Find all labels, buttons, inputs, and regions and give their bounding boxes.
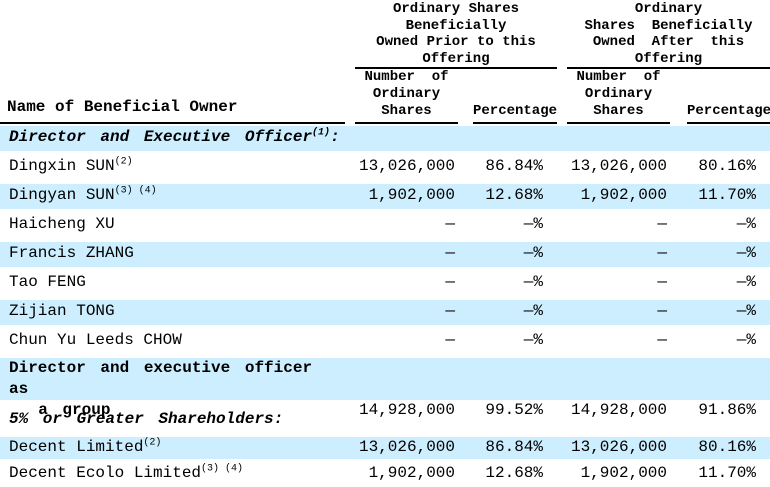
shares-before-value: —: [445, 331, 455, 349]
shares-column-header-after: Number of Ordinary Shares: [567, 69, 670, 124]
table-row: Decent Ecolo Limited(3) (4) 1,902,000 12…: [0, 461, 770, 482]
pct-before-value: —%: [523, 244, 543, 262]
table-row: Dingyan SUN(3) (4) 1,902,000 12.68% 1,90…: [0, 182, 770, 211]
shares-before-value: —: [445, 215, 455, 233]
pct-after-value: [687, 430, 770, 433]
owner-name: Decent Ecolo Limited(3) (4): [9, 463, 244, 482]
shares-before-value: —: [445, 244, 455, 262]
pct-before-value: 12.68%: [485, 186, 543, 204]
shares-after-value: 1,902,000: [580, 186, 667, 204]
table-row: Zijian TONG — —% — —%: [0, 298, 770, 327]
shares-before-value: [355, 430, 458, 433]
pct-after-value: 11.70%: [698, 186, 756, 204]
pct-after-value: 80.16%: [698, 157, 756, 175]
table-row: Director and Executive Officer(1):: [0, 124, 770, 153]
footnote-ref: (2): [114, 156, 133, 168]
pct-after-value: —%: [736, 331, 756, 349]
owner-name: Haicheng XU: [9, 215, 115, 233]
pct-before-value: 99.52%: [485, 401, 543, 419]
shares-before-value: 13,026,000: [358, 157, 455, 175]
table-row: Chun Yu Leeds CHOW — —% — —%: [0, 327, 770, 356]
shares-after-value: —: [657, 244, 667, 262]
pct-after-value: —%: [736, 244, 756, 262]
shares-after-value: —: [657, 273, 667, 291]
pct-before-value: —%: [523, 331, 543, 349]
pct-before-value: 12.68%: [485, 464, 543, 482]
shares-before-value: [355, 148, 458, 151]
shares-before-value: 14,928,000: [358, 401, 455, 419]
group-header-after-offering: Ordinary Shares Beneficially Owned After…: [567, 0, 770, 69]
shares-before-value: —: [445, 302, 455, 320]
shares-column-header-prior: Number of Ordinary Shares: [355, 69, 458, 124]
shares-after-value: 1,902,000: [580, 464, 667, 482]
table-row: 5% or Greater Shareholders:: [0, 402, 770, 435]
pct-before-value: [473, 430, 557, 433]
shares-before-value: 1,902,000: [368, 464, 455, 482]
table-row: Tao FENG — —% — —%: [0, 269, 770, 298]
owner-name: Dingxin SUN(2): [9, 156, 133, 175]
owner-name: Francis ZHANG: [9, 244, 134, 262]
owner-name: Tao FENG: [9, 273, 86, 291]
owner-name: 5% or Greater Shareholders:: [9, 410, 284, 428]
pct-after-value: 91.86%: [698, 401, 756, 419]
pct-after-value: [687, 148, 770, 151]
table-header-groups: Ordinary Shares Beneficially Owned Prior…: [0, 0, 770, 69]
pct-before-value: 86.84%: [485, 157, 543, 175]
table-row: Francis ZHANG — —% — —%: [0, 240, 770, 269]
table-row: Haicheng XU — —% — —%: [0, 211, 770, 240]
shares-after-value: —: [657, 215, 667, 233]
shares-after-value: [567, 148, 670, 151]
footnote-ref: (3) (4): [201, 463, 244, 475]
name-column-header: Name of Beneficial Owner: [0, 69, 345, 124]
table-row: Director and executive officer as a grou…: [0, 356, 770, 419]
percentage-column-header-prior: Percentage: [473, 69, 557, 124]
pct-before-value: —%: [523, 215, 543, 233]
pct-before-value: —%: [523, 273, 543, 291]
owner-name: Dingyan SUN(3) (4): [9, 185, 157, 204]
pct-after-value: —%: [736, 302, 756, 320]
percentage-column-header-after: Percentage: [687, 69, 770, 124]
shares-before-value: —: [445, 273, 455, 291]
shares-after-value: 13,026,000: [570, 157, 667, 175]
pct-before-value: 86.84%: [485, 438, 543, 456]
pct-after-value: —%: [736, 273, 756, 291]
table-row: Decent Limited(2) 13,026,000 86.84% 13,0…: [0, 435, 770, 461]
shares-after-value: 13,026,000: [570, 438, 667, 456]
owner-name: Director and Executive Officer(1):: [9, 127, 340, 146]
pct-after-value: 11.70%: [698, 464, 756, 482]
pct-before-value: [473, 148, 557, 151]
owner-name: Decent Limited(2): [9, 437, 162, 456]
shares-after-value: [567, 430, 670, 433]
shares-after-value: —: [657, 302, 667, 320]
shares-before-value: 13,026,000: [358, 438, 455, 456]
pct-after-value: —%: [736, 215, 756, 233]
pct-after-value: 80.16%: [698, 438, 756, 456]
table-row: Dingxin SUN(2) 13,026,000 86.84% 13,026,…: [0, 153, 770, 182]
shares-after-value: —: [657, 331, 667, 349]
footnote-ref: (3) (4): [114, 185, 157, 197]
footnote-ref: (1): [312, 127, 331, 139]
owner-name: Director and executive officer as a grou…: [9, 359, 313, 419]
footnote-ref: (2): [143, 437, 162, 449]
group-header-prior-offering: Ordinary Shares Beneficially Owned Prior…: [355, 0, 557, 69]
shares-after-value: 14,928,000: [570, 401, 667, 419]
pct-before-value: —%: [523, 302, 543, 320]
owner-name: Zijian TONG: [9, 302, 115, 320]
table-header-columns: Name of Beneficial Owner Number of Ordin…: [0, 69, 770, 124]
owner-name: Chun Yu Leeds CHOW: [9, 331, 182, 349]
shares-before-value: 1,902,000: [368, 186, 455, 204]
